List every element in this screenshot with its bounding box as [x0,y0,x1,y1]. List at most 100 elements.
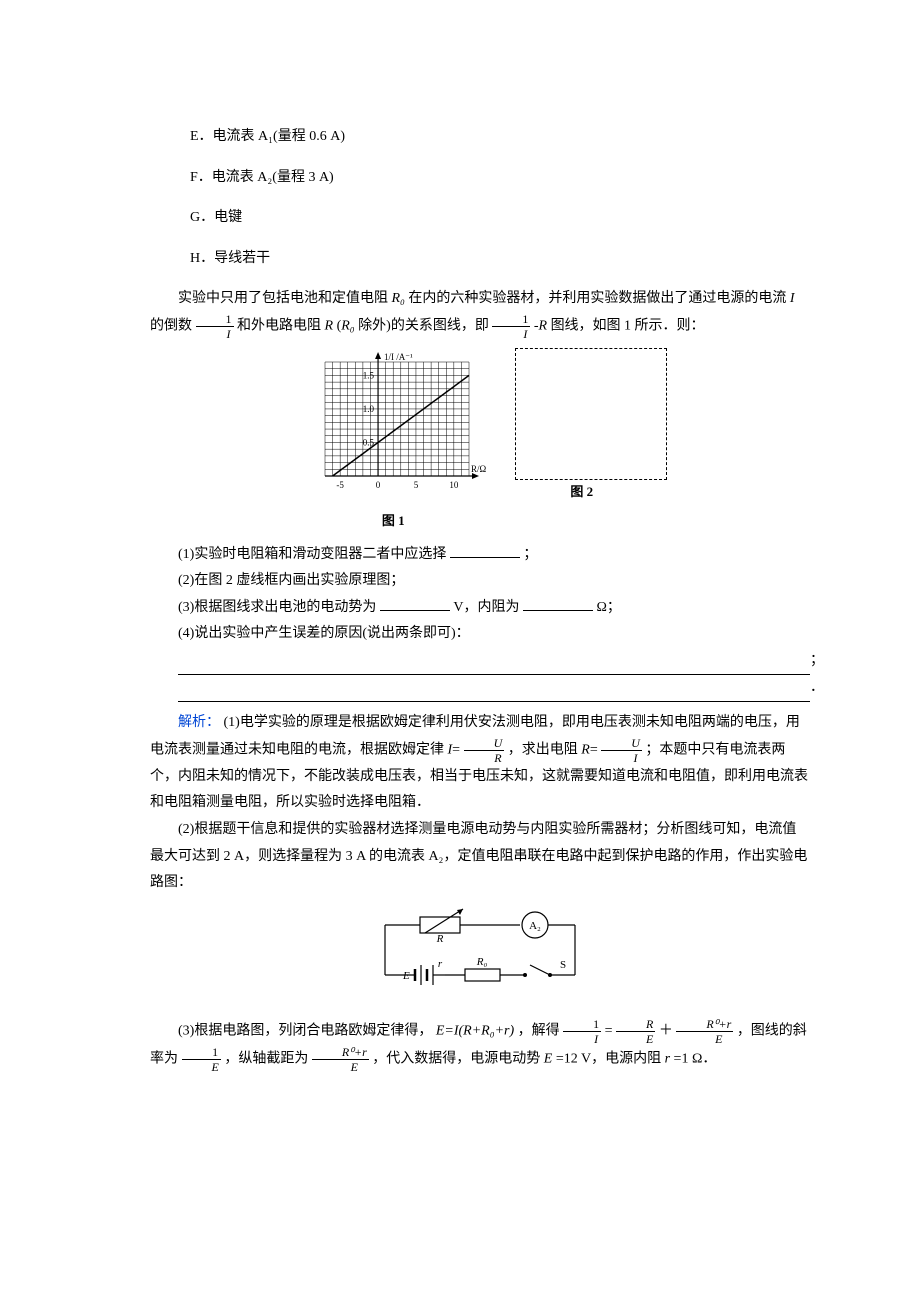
denominator: R [464,751,505,764]
text: 和外电路电阻 [237,319,325,334]
symbol-r: r [665,1051,670,1066]
period: ． [810,675,824,702]
numerator: 1 [196,313,234,327]
blank [380,596,450,611]
numerator: 1 [492,313,530,327]
text: ，解得 [518,1024,564,1039]
text: 实验中只用了包括电池和定值电阻 [178,291,392,306]
numerator: U [464,737,505,751]
eq: = [452,742,460,757]
denominator: I [601,751,642,764]
analysis-1: 解析： (1)电学实验的原理是根据欧姆定律利用伏安法测电阻，即用电压表测未知电阻… [150,710,810,817]
svg-text:1.5: 1.5 [363,371,375,381]
fraction-1-over-i: 1 I [492,313,530,340]
text: =1 Ω． [674,1051,717,1066]
eq: = [590,742,598,757]
text: (3)根据电路图，列闭合电路欧姆定律得， [178,1024,432,1039]
blank-line-2 [178,683,810,702]
numerator: R [616,1018,655,1032]
fraction-1-over-e: 1 E [182,1046,221,1073]
figure-1: -505100.51.01.51/I /A⁻¹R/Ω 图 1 [293,348,493,533]
item-h: H．导线若干 [190,246,810,273]
blank-line-1 [178,656,810,675]
semicolon: ； [810,648,824,675]
numerator: 1 [563,1018,601,1032]
svg-text:A₂: A₂ [529,920,541,932]
numerator: R⁰+r [312,1046,369,1060]
fraction-1-over-i: 1 I [196,313,234,340]
question-4: (4)说出实验中产生误差的原因(说出两条即可)： [150,621,810,648]
text: ，代入数据得，电源电动势 [372,1051,544,1066]
fraction-r-over-e: R E [616,1018,655,1045]
blank [450,543,520,558]
question-2: (2)在图 2 虚线框内画出实验原理图； [150,568,810,595]
svg-text:R/Ω: R/Ω [471,464,487,474]
denominator: I [196,327,234,340]
svg-text:r: r [438,958,443,970]
symbol-r0: R₀ [392,291,405,306]
analysis-2: (2)根据题干信息和提供的实验器材选择测量电源电动势与内阻实验所需器材；分析图线… [150,817,810,897]
symbol-r: R [325,319,334,334]
symbol-r0: R₀ [341,319,354,334]
question-3: (3)根据图线求出电池的电动势为 V，内阻为 Ω； [150,595,810,622]
intro-paragraph: 实验中只用了包括电池和定值电阻 R₀ 在内的六种实验器材，并利用实验数据做出了通… [150,286,810,340]
graph-svg: -505100.51.01.51/I /A⁻¹R/Ω [293,348,493,498]
svg-text:0: 0 [376,480,381,490]
equipment-list: E．电流表 A₁(量程 0.6 A) F．电流表 A₂(量程 3 A) G．电键… [150,124,810,272]
denominator: I [492,327,530,340]
svg-text:E: E [402,970,410,982]
denominator: E [182,1060,221,1073]
svg-text:R: R [436,933,444,945]
text: (3)根据图线求出电池的电动势为 [178,600,376,615]
text: ，求出电阻 [508,742,582,757]
dashed-box [515,348,667,480]
figure-2: 图 2 [497,348,667,505]
figures-row: -505100.51.01.51/I /A⁻¹R/Ω 图 1 图 2 [150,348,810,533]
svg-text:1/I /A⁻¹: 1/I /A⁻¹ [384,352,413,362]
text: 除外)的关系图线，即 [358,319,492,334]
text: ，纵轴截距为 [224,1051,312,1066]
svg-text:R₀: R₀ [476,956,488,968]
text: V，内阻为 [453,600,519,615]
answer-lines: ； ． [150,656,810,702]
fraction-u-over-r: U R [464,737,505,764]
caption-1: 图 1 [293,509,493,534]
document-page: E．电流表 A₁(量程 0.6 A) F．电流表 A₂(量程 3 A) G．电键… [0,0,920,1302]
numerator: U [601,737,642,751]
analysis-3: (3)根据电路图，列闭合电路欧姆定律得， E=I(R+R₀+r) ，解得 1 I… [150,1018,810,1073]
svg-text:0.5: 0.5 [363,438,375,448]
item-e: E．电流表 A₁(量程 0.6 A) [190,124,810,151]
plus: ＋ [659,1024,673,1039]
analysis-label: 解析： [178,715,220,730]
text: (1)实验时电阻箱和滑动变阻器二者中应选择 [178,547,446,562]
eq: = [605,1024,613,1039]
circuit-svg: R A₂ S R₀ r E [365,905,595,1000]
item-g: G．电键 [190,205,810,232]
text: 图线，如图 1 所示．则： [551,319,705,334]
text: =12 V，电源内阻 [556,1051,665,1066]
equation: E=I(R+R₀+r) [436,1024,514,1039]
denominator: E [676,1032,733,1045]
symbol-i: I [790,291,795,306]
svg-text:5: 5 [414,480,419,490]
fraction-r0r-over-e: R⁰+r E [312,1046,369,1073]
symbol-r: R [539,319,548,334]
fraction-1-over-i: 1 I [563,1018,601,1045]
question-1: (1)实验时电阻箱和滑动变阻器二者中应选择 ； [150,542,810,569]
denominator: E [616,1032,655,1045]
numerator: R⁰+r [676,1018,733,1032]
item-f: F．电流表 A₂(量程 3 A) [190,165,810,192]
denominator: E [312,1060,369,1073]
text: 的倒数 [150,319,196,334]
symbol-r: R [581,742,590,757]
symbol-e: E [544,1051,553,1066]
text: Ω； [596,600,620,615]
blank [523,596,593,611]
circuit-figure: R A₂ S R₀ r E [150,905,810,1011]
text: ； [523,547,537,562]
fraction-u-over-i: U I [601,737,642,764]
svg-text:-5: -5 [337,480,345,490]
fraction-r0r-over-e: R⁰+r E [676,1018,733,1045]
caption-2: 图 2 [497,480,667,505]
svg-text:S: S [560,959,566,971]
